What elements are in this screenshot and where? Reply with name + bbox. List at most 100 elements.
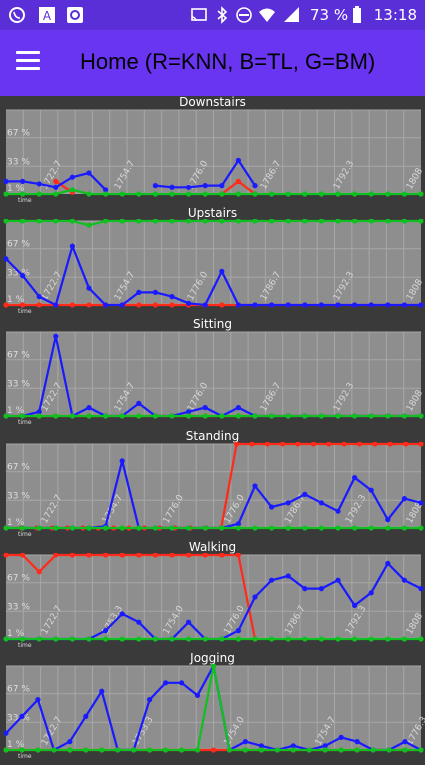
data-point-bm: [401, 191, 407, 197]
data-point-bm: [418, 747, 424, 753]
data-point-bm: [418, 636, 424, 642]
data-point-bm: [285, 525, 291, 531]
data-point-knn: [356, 442, 363, 447]
data-point-tl: [335, 508, 341, 514]
app-bar: [0, 30, 425, 96]
data-point-bm: [36, 525, 42, 531]
data-point-bm: [53, 219, 59, 224]
data-point-tl: [302, 491, 308, 497]
data-point-tl: [269, 577, 275, 583]
status-bar: A 73 % 13:18: [0, 0, 425, 30]
image-app-icon: [67, 7, 83, 23]
data-point-bm: [53, 636, 59, 642]
data-point-bm: [352, 191, 358, 197]
data-point-bm: [36, 219, 42, 224]
data-point-bm: [86, 191, 92, 197]
data-point-tl: [86, 405, 92, 411]
x-axis-label: time: [18, 419, 32, 426]
data-point-bm: [67, 747, 73, 753]
data-point-bm: [86, 413, 92, 419]
data-point-tl: [20, 273, 26, 279]
cast-icon: [191, 8, 207, 22]
data-point-bm: [36, 191, 42, 197]
data-point-tl: [235, 405, 241, 411]
data-point-tl: [53, 333, 59, 339]
data-point-bm: [86, 636, 92, 642]
data-point-bm: [36, 636, 42, 642]
chart-title: Downstairs: [179, 95, 246, 109]
data-point-bm: [269, 191, 275, 197]
data-point-bm: [147, 747, 153, 753]
data-point-tl: [169, 294, 175, 300]
data-point-bm: [152, 219, 158, 224]
svg-text:A: A: [43, 9, 52, 23]
data-point-tl: [3, 256, 9, 262]
data-point-bm: [302, 636, 308, 642]
data-point-bm: [385, 219, 391, 224]
data-point-bm: [3, 747, 9, 753]
data-point-tl: [103, 628, 109, 634]
data-point-tl: [385, 560, 391, 566]
data-point-tl: [368, 487, 374, 493]
data-point-tl: [285, 500, 291, 506]
data-point-knn: [136, 302, 142, 308]
data-point-tl: [401, 496, 407, 502]
data-point-tl: [401, 577, 407, 583]
data-point-bm: [302, 191, 308, 197]
data-point-tl: [169, 184, 175, 190]
data-point-tl: [252, 183, 258, 189]
data-point-knn: [152, 302, 158, 308]
data-point-bm: [368, 191, 374, 197]
chart-title: Sitting: [193, 317, 232, 331]
data-point-bm: [290, 747, 296, 753]
data-point-knn: [86, 553, 92, 558]
data-point-tl: [235, 157, 241, 163]
data-point-bm: [219, 413, 225, 419]
data-point-knn: [69, 302, 75, 308]
data-point-tl: [136, 289, 142, 295]
data-point-knn: [36, 569, 42, 575]
data-point-knn: [403, 442, 409, 447]
data-point-bm: [136, 525, 142, 531]
data-point-tl: [318, 586, 324, 592]
data-point-tl: [401, 302, 407, 308]
data-point-bm: [152, 413, 158, 419]
data-point-bm: [99, 747, 105, 753]
chart-plot: 1 %33 %67 %100 %1722.71754.71776.01786.7…: [3, 108, 425, 204]
data-point-knn: [86, 302, 92, 308]
chart-title: Standing: [185, 429, 240, 443]
data-point-bm: [418, 191, 424, 197]
data-point-bm: [352, 636, 358, 642]
data-point-tl: [368, 590, 374, 596]
data-point-tl: [235, 521, 241, 527]
data-point-knn: [69, 553, 75, 558]
data-point-knn: [20, 302, 26, 308]
data-point-tl: [235, 628, 241, 634]
y-tick-label: 33 %: [7, 713, 30, 723]
y-tick-label: 33 %: [7, 379, 30, 389]
data-point-bm: [20, 636, 26, 642]
data-point-bm: [163, 747, 169, 753]
data-point-knn: [233, 442, 240, 447]
data-point-bm: [385, 191, 391, 197]
data-point-tl: [53, 302, 59, 308]
data-point-tl: [269, 302, 275, 308]
data-point-tl: [235, 302, 241, 308]
x-axis-label: time: [18, 642, 32, 649]
data-point-bm: [386, 747, 392, 753]
hamburger-menu-icon[interactable]: [16, 51, 40, 71]
data-point-bm: [51, 747, 57, 753]
wifi-icon: [259, 8, 275, 22]
data-point-bm: [285, 191, 291, 197]
data-point-tl: [285, 302, 291, 308]
data-point-knn: [418, 442, 424, 447]
data-point-bm: [186, 219, 192, 224]
data-point-knn: [235, 178, 241, 184]
data-point-bm: [53, 413, 59, 419]
data-point-tl: [242, 739, 249, 745]
data-point-bm: [119, 413, 125, 419]
data-point-bm: [285, 413, 291, 419]
data-point-bm: [335, 413, 341, 419]
data-point-bm: [69, 636, 75, 642]
